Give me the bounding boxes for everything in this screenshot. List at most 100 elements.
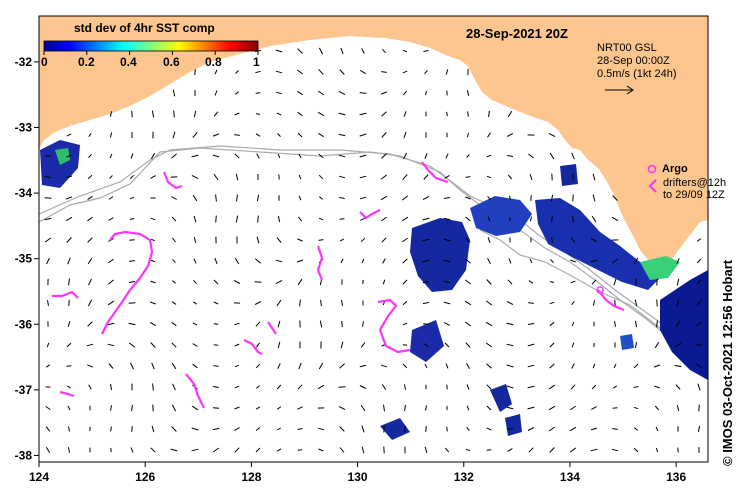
current-vector [44, 217, 52, 221]
current-vector [318, 153, 324, 159]
current-vector [381, 153, 387, 159]
current-vector [466, 384, 470, 390]
current-vector [403, 90, 407, 96]
current-vector [549, 281, 555, 283]
current-vector [277, 133, 281, 137]
current-vector [633, 363, 639, 369]
current-vector [297, 406, 303, 410]
current-vector [359, 196, 367, 200]
current-vector [592, 194, 596, 202]
current-vector [466, 89, 470, 97]
current-vector [44, 155, 52, 157]
current-vector [696, 279, 702, 285]
current-vector [109, 111, 113, 117]
current-vector [571, 300, 575, 306]
imos-credit: © IMOS 03-Oct-2021 12:56 Hobart [720, 259, 735, 466]
current-vector [150, 280, 156, 284]
current-vector [591, 279, 597, 285]
current-vector [45, 405, 51, 411]
current-vector [109, 175, 113, 179]
current-vector [172, 259, 176, 263]
current-vector [425, 90, 427, 96]
current-vector [401, 195, 409, 201]
current-vector [236, 194, 238, 202]
current-vector [359, 364, 367, 368]
current-vector [527, 427, 535, 431]
current-vector [359, 385, 367, 389]
current-vector [318, 132, 324, 138]
current-vector [191, 427, 199, 431]
current-vector [402, 344, 408, 346]
current-vector [402, 49, 408, 53]
current-vector [214, 257, 218, 265]
current-vector [424, 363, 428, 369]
current-vector [193, 236, 197, 244]
current-vector [550, 258, 554, 264]
current-vector [590, 448, 598, 452]
current-vector [255, 342, 261, 348]
drifter-legend-line1: drifters@12h [663, 177, 727, 189]
current-vector [67, 405, 71, 411]
current-vector [571, 152, 575, 160]
colorbar-title: std dev of 4hr SST comp [74, 21, 215, 35]
current-vector [172, 131, 176, 139]
current-vector [613, 363, 617, 369]
current-vector [698, 404, 700, 412]
current-vector [507, 110, 513, 118]
current-vector [297, 238, 303, 242]
current-vector [67, 447, 71, 453]
current-vector [276, 384, 282, 390]
y-axis-tick-label: -32 [15, 55, 33, 69]
current-vector [508, 258, 512, 264]
current-vector [633, 257, 639, 265]
current-vector [402, 322, 408, 326]
current-vector [277, 341, 281, 349]
current-vector [234, 447, 240, 453]
current-vector [234, 91, 240, 95]
current-vector [255, 427, 261, 431]
current-vector [486, 405, 492, 411]
current-vector [192, 343, 198, 347]
current-vector [466, 405, 470, 411]
current-vector [319, 320, 323, 328]
current-vector [234, 257, 240, 265]
current-vector [613, 278, 617, 286]
current-vector [88, 278, 92, 286]
current-vector [275, 49, 283, 53]
current-vector [359, 92, 367, 94]
current-vector [676, 299, 680, 307]
current-vector [275, 259, 283, 263]
current-vector [695, 321, 703, 327]
current-vector [403, 111, 407, 117]
current-vector [318, 362, 324, 370]
current-vector [590, 427, 598, 431]
current-vector [445, 153, 449, 159]
current-vector [235, 70, 239, 74]
current-vector [465, 216, 471, 222]
current-vector [109, 132, 113, 138]
current-vector [108, 363, 114, 369]
current-vector [297, 48, 303, 54]
current-vector [465, 342, 471, 348]
current-vector [171, 280, 177, 284]
current-vector [255, 385, 261, 389]
current-vector [549, 301, 555, 305]
current-vector [234, 134, 240, 136]
current-vector [572, 215, 574, 223]
current-vector [422, 217, 430, 221]
current-vector [548, 132, 556, 138]
current-vector [341, 300, 343, 306]
current-vector [67, 320, 71, 328]
colorbar-ticks [43, 51, 259, 55]
current-vector [318, 69, 324, 75]
current-vector [465, 237, 471, 243]
current-vector [46, 257, 50, 265]
current-vector [404, 404, 406, 412]
current-vector [485, 321, 493, 327]
current-vector [341, 320, 343, 328]
current-vector [528, 302, 534, 304]
current-vector [66, 133, 72, 137]
current-vector [527, 364, 535, 368]
current-vector [529, 258, 533, 264]
